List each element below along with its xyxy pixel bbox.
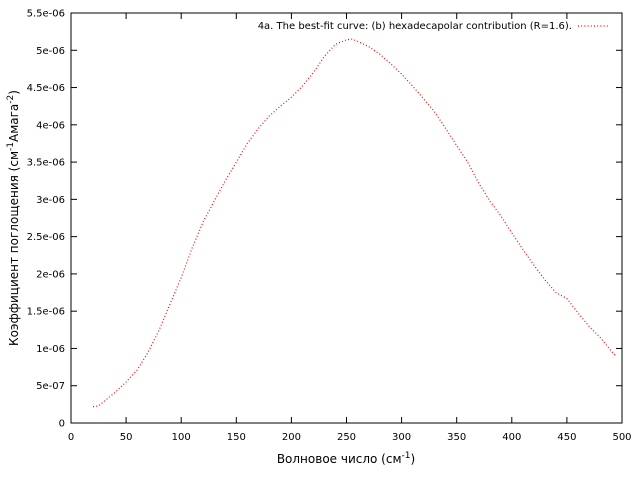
ticks: [70, 12, 623, 424]
x-axis-label-sup: -1: [402, 451, 411, 461]
x-tick-label: 450: [557, 432, 576, 443]
y-tick-label: 5e-07: [36, 381, 65, 392]
x-tick-label: 200: [282, 432, 301, 443]
x-tick-label: 400: [502, 432, 521, 443]
y-tick-label: 0: [59, 419, 65, 430]
y-axis-label-main: Коэффициент поглощения (см: [7, 151, 21, 346]
legend: 4a. The best-fit curve: (b) hexadecapola…: [258, 21, 608, 32]
x-tick-label: 100: [172, 432, 191, 443]
plot-frame: [70, 12, 623, 424]
y-axis-label-sup1: -1: [6, 142, 16, 151]
x-tick-label: 50: [120, 432, 133, 443]
x-tick-label: 300: [392, 432, 411, 443]
y-tick-label: 2e-06: [36, 269, 65, 280]
y-tick-label: 2.5e-06: [27, 232, 65, 243]
series-line: [92, 38, 617, 408]
y-tick-label: 5e-06: [36, 46, 65, 57]
y-axis-label-mid: Амага: [7, 104, 21, 142]
y-tick-label: 4e-06: [36, 120, 65, 131]
y-axis-label-sup2: -2: [6, 95, 16, 104]
y-tick-label: 1.5e-06: [27, 307, 65, 318]
x-axis-label-main: Волновое число (см: [277, 452, 402, 466]
tick-labels: 0 50 100 150 200 250 300 350 400 450 500 0 5e-07 1e-0…: [27, 9, 632, 444]
y-tick-label: 4.5e-06: [27, 83, 65, 94]
x-tick-label: 250: [337, 432, 356, 443]
y-axis-label: Коэффициент поглощения (см-1Амага-2): [6, 90, 21, 346]
y-tick-label: 3.5e-06: [27, 158, 65, 169]
x-tick-label: 500: [612, 432, 631, 443]
legend-label: 4a. The best-fit curve: (b) hexadecapola…: [258, 21, 572, 32]
y-tick-label: 5.5e-06: [27, 9, 65, 20]
x-axis-label: Волновое число (см-1): [277, 451, 415, 466]
x-tick-label: 0: [68, 432, 74, 443]
y-tick-label: 1e-06: [36, 344, 65, 355]
y-tick-label: 3e-06: [36, 195, 65, 206]
x-axis-label-end: ): [410, 452, 415, 466]
y-axis-label-end: ): [7, 90, 21, 95]
x-tick-label: 350: [447, 432, 466, 443]
x-tick-label: 150: [227, 432, 246, 443]
